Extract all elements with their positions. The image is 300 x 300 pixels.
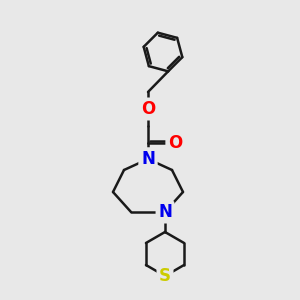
Text: N: N: [158, 203, 172, 221]
Text: S: S: [159, 267, 171, 285]
Text: O: O: [168, 134, 182, 152]
Text: N: N: [141, 150, 155, 168]
Text: N: N: [141, 150, 155, 168]
Text: O: O: [141, 100, 155, 118]
